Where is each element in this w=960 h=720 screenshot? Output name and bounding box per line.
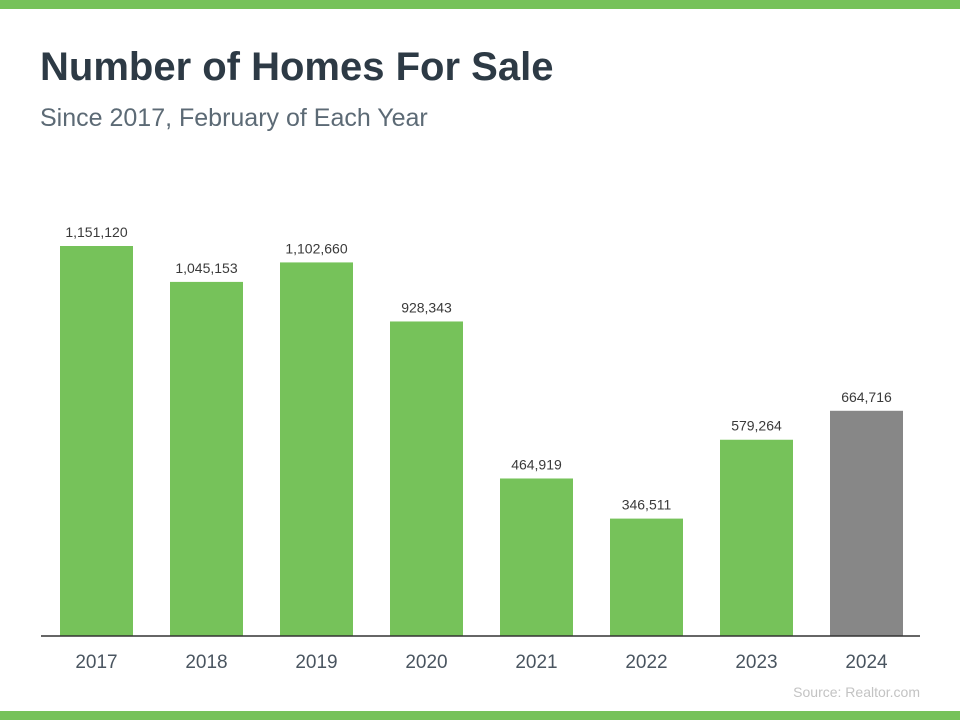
chart-title: Number of Homes For Sale [40, 45, 554, 89]
value-label-2018: 1,045,153 [175, 260, 237, 276]
bar-2022 [610, 518, 683, 636]
bar-2020 [390, 321, 463, 636]
x-tick-label-2022: 2022 [625, 652, 667, 673]
value-label-2024: 664,716 [841, 389, 892, 405]
value-label-2019: 1,102,660 [285, 240, 347, 256]
bar-2021 [500, 478, 573, 636]
bottom-accent-band [0, 711, 960, 720]
bar-2019 [280, 262, 353, 636]
value-label-2023: 579,264 [731, 418, 782, 434]
x-tick-label-2018: 2018 [185, 652, 227, 673]
bar-2017 [60, 246, 133, 636]
value-label-2020: 928,343 [401, 299, 452, 315]
x-tick-label-2023: 2023 [735, 652, 777, 673]
source-note: Source: Realtor.com [793, 684, 920, 700]
x-tick-label-2024: 2024 [845, 652, 888, 673]
chart-subtitle: Since 2017, February of Each Year [40, 104, 428, 132]
x-tick-label-2020: 2020 [405, 652, 447, 673]
x-tick-label-2021: 2021 [515, 652, 557, 673]
bar-2024 [830, 410, 903, 636]
bar-2023 [720, 439, 793, 636]
value-label-2017: 1,151,120 [65, 224, 127, 240]
value-label-2022: 346,511 [622, 497, 672, 513]
bar-2018 [170, 281, 243, 636]
value-label-2021: 464,919 [511, 456, 562, 472]
x-tick-label-2017: 2017 [75, 652, 117, 673]
x-tick-label-2019: 2019 [295, 652, 337, 673]
top-accent-band [0, 0, 960, 9]
